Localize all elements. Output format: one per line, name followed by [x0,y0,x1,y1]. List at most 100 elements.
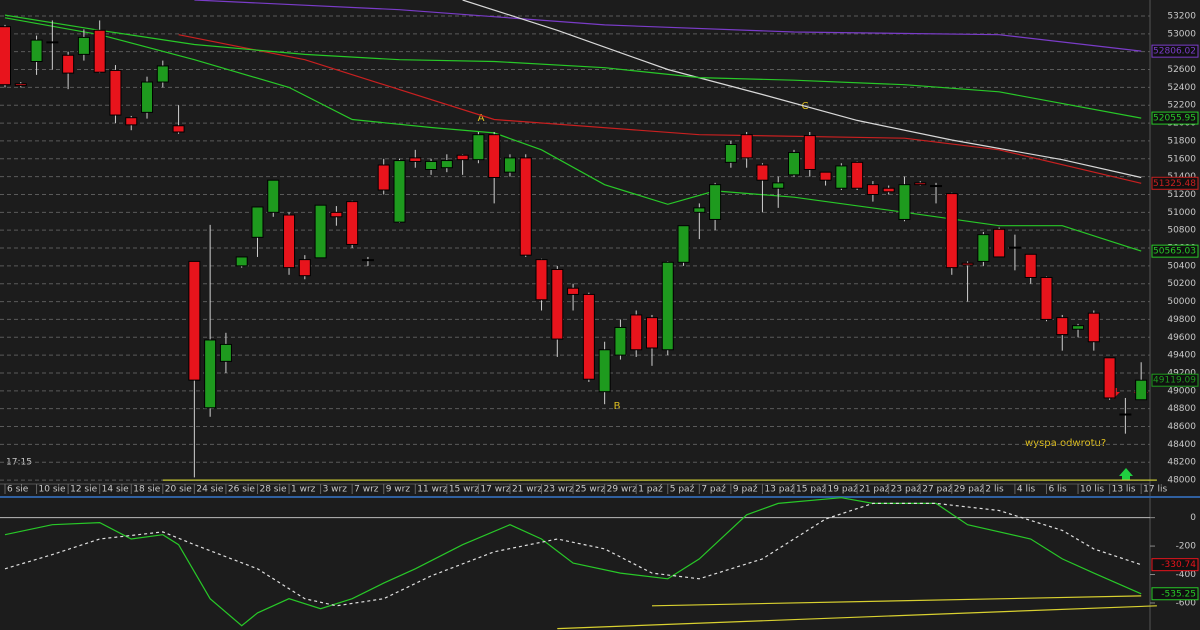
x-tick-label: 12 sie [70,485,98,495]
y-tick-label: 49000 [1167,386,1196,396]
y-tick-label: -400 [1176,570,1197,580]
x-tick-label: 20 sie [165,485,193,495]
candle-body [1119,413,1132,416]
candle-body [1072,325,1085,330]
x-tick-label: 6 lis [1048,485,1067,495]
candle-body [740,134,753,159]
value-label: -330.74 [1161,560,1196,570]
candle-body [677,225,690,263]
candle-body [961,262,974,266]
line [4,14,1142,119]
candle-body [109,69,122,116]
line [651,595,1142,607]
x-tick-label: 18 sie [133,485,161,495]
candle-body [393,160,406,223]
x-tick-label: 10 lis [1080,485,1104,495]
x-tick-label: 7 wrz [354,485,379,495]
candle-body [267,179,280,213]
line [4,502,1142,607]
x-tick-label: 9 wrz [386,485,411,495]
x-tick-label: 17 wrz [480,485,510,495]
x-tick-label: 9 paź [733,485,758,495]
line [194,0,1142,52]
y-tick-label: 52400 [1167,83,1196,93]
y-tick-label: 48400 [1167,440,1196,450]
candle-body [993,228,1006,258]
candle-body [977,234,990,262]
value-label: 50565.03 [1153,247,1196,257]
candle-body [598,349,611,393]
y-tick-label: 49400 [1167,351,1196,361]
y-tick-label: -200 [1176,542,1197,552]
candle-body [519,157,532,256]
candle-body [1103,357,1116,399]
candle-body [251,206,264,238]
candle-body [1008,246,1021,249]
candle-body [1040,276,1053,320]
value-label-box [1151,44,1199,58]
y-tick-label: 50800 [1167,226,1196,236]
y-tick-label: 49800 [1167,315,1196,325]
candle-body [314,204,327,259]
candle-body [172,125,185,133]
candle-body [346,201,359,245]
candle-body [724,143,737,163]
candle-body [898,184,911,220]
y-tick-label: 50000 [1167,297,1196,307]
x-tick-label: 27 paź [922,485,953,495]
candle-body [456,154,469,161]
value-label-box [1151,373,1199,387]
candle-body [425,160,438,170]
candle-body [62,54,75,74]
candle-body [645,317,658,349]
y-tick-label: 48000 [1167,476,1196,486]
y-tick-label: 53200 [1167,11,1196,21]
candle-body [551,268,564,340]
candle-body [204,339,217,409]
x-tick-label: 23 wrz [544,485,574,495]
candle-body [788,152,800,176]
y-tick-label: 51200 [1167,190,1196,200]
x-tick-label: 19 paź [828,485,859,495]
x-tick-label: 13 paź [764,485,795,495]
candle-body [567,287,580,295]
y-tick-label: 52600 [1167,65,1196,75]
x-tick-label: 15 paź [796,485,827,495]
candle-body [882,187,895,193]
candle-body [582,293,595,380]
candle-body [503,157,516,173]
x-tick-label: 26 sie [228,485,256,495]
x-tick-label: 24 sie [196,485,224,495]
candle-body [661,261,674,351]
signal-arrow [1119,468,1133,480]
candle-body [535,259,548,301]
y-tick-label: 49200 [1167,368,1196,378]
value-label: 49119.09 [1153,376,1196,386]
line [462,0,1142,179]
line [557,605,1157,630]
y-tick-label: 49600 [1167,333,1196,343]
candle-body [1087,312,1100,343]
y-tick-label: 50200 [1167,279,1196,289]
candle-body [851,161,864,189]
value-label: 52055.95 [1153,114,1196,124]
x-tick-label: 15 wrz [449,485,479,495]
candle-body [819,171,832,181]
x-tick-label: 29 paź [954,485,985,495]
x-tick-label: 29 wrz [607,485,637,495]
candle-body [630,314,643,351]
y-tick-label: 53000 [1167,29,1196,39]
x-tick-label: 5 paź [670,485,695,495]
y-tick-label: 51600 [1167,154,1196,164]
value-label-box [1151,558,1199,572]
candle-body [409,157,422,162]
candle-body [93,29,106,73]
candle-body [709,184,722,220]
x-tick-label: 21 paź [859,485,890,495]
candle-body [488,134,501,179]
time-label: 17:15 [6,458,32,468]
